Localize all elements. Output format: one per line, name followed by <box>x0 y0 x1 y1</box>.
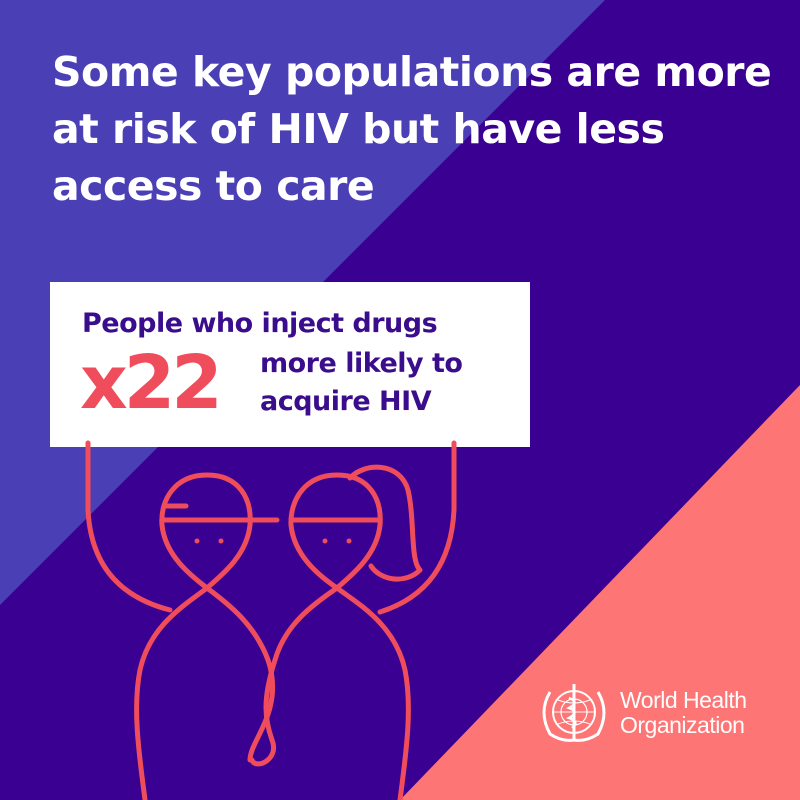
left-head-body <box>134 472 276 800</box>
who-logo-line-2: Organization <box>620 712 745 738</box>
right-eye <box>218 538 224 544</box>
ponytail <box>347 464 423 582</box>
right-arm <box>377 440 457 615</box>
multiplier-value: x22 <box>80 340 223 426</box>
background-salmon-triangle <box>400 385 800 800</box>
population-label: People who inject drugs <box>82 308 438 339</box>
left-arm <box>85 440 173 613</box>
who-logo-line-1: World Health <box>620 687 747 713</box>
risk-description: more likely to acquire HIV <box>260 345 463 421</box>
who-logo-text: World Health Organization <box>620 688 747 738</box>
left-person-icon <box>85 440 280 800</box>
right-eye <box>346 538 352 544</box>
statistic-card: People who inject drugs x22 more likely … <box>50 282 530 447</box>
right-head-body <box>249 472 411 800</box>
risk-line-1: more likely to <box>260 348 463 379</box>
right-person-icon <box>249 440 457 800</box>
who-logo: World Health Organization <box>536 680 747 746</box>
left-eye <box>322 538 328 544</box>
left-eye <box>194 538 200 544</box>
headline: Some key populations are more at risk of… <box>52 48 772 210</box>
who-emblem-icon <box>542 684 606 742</box>
risk-line-2: acquire HIV <box>260 386 432 417</box>
